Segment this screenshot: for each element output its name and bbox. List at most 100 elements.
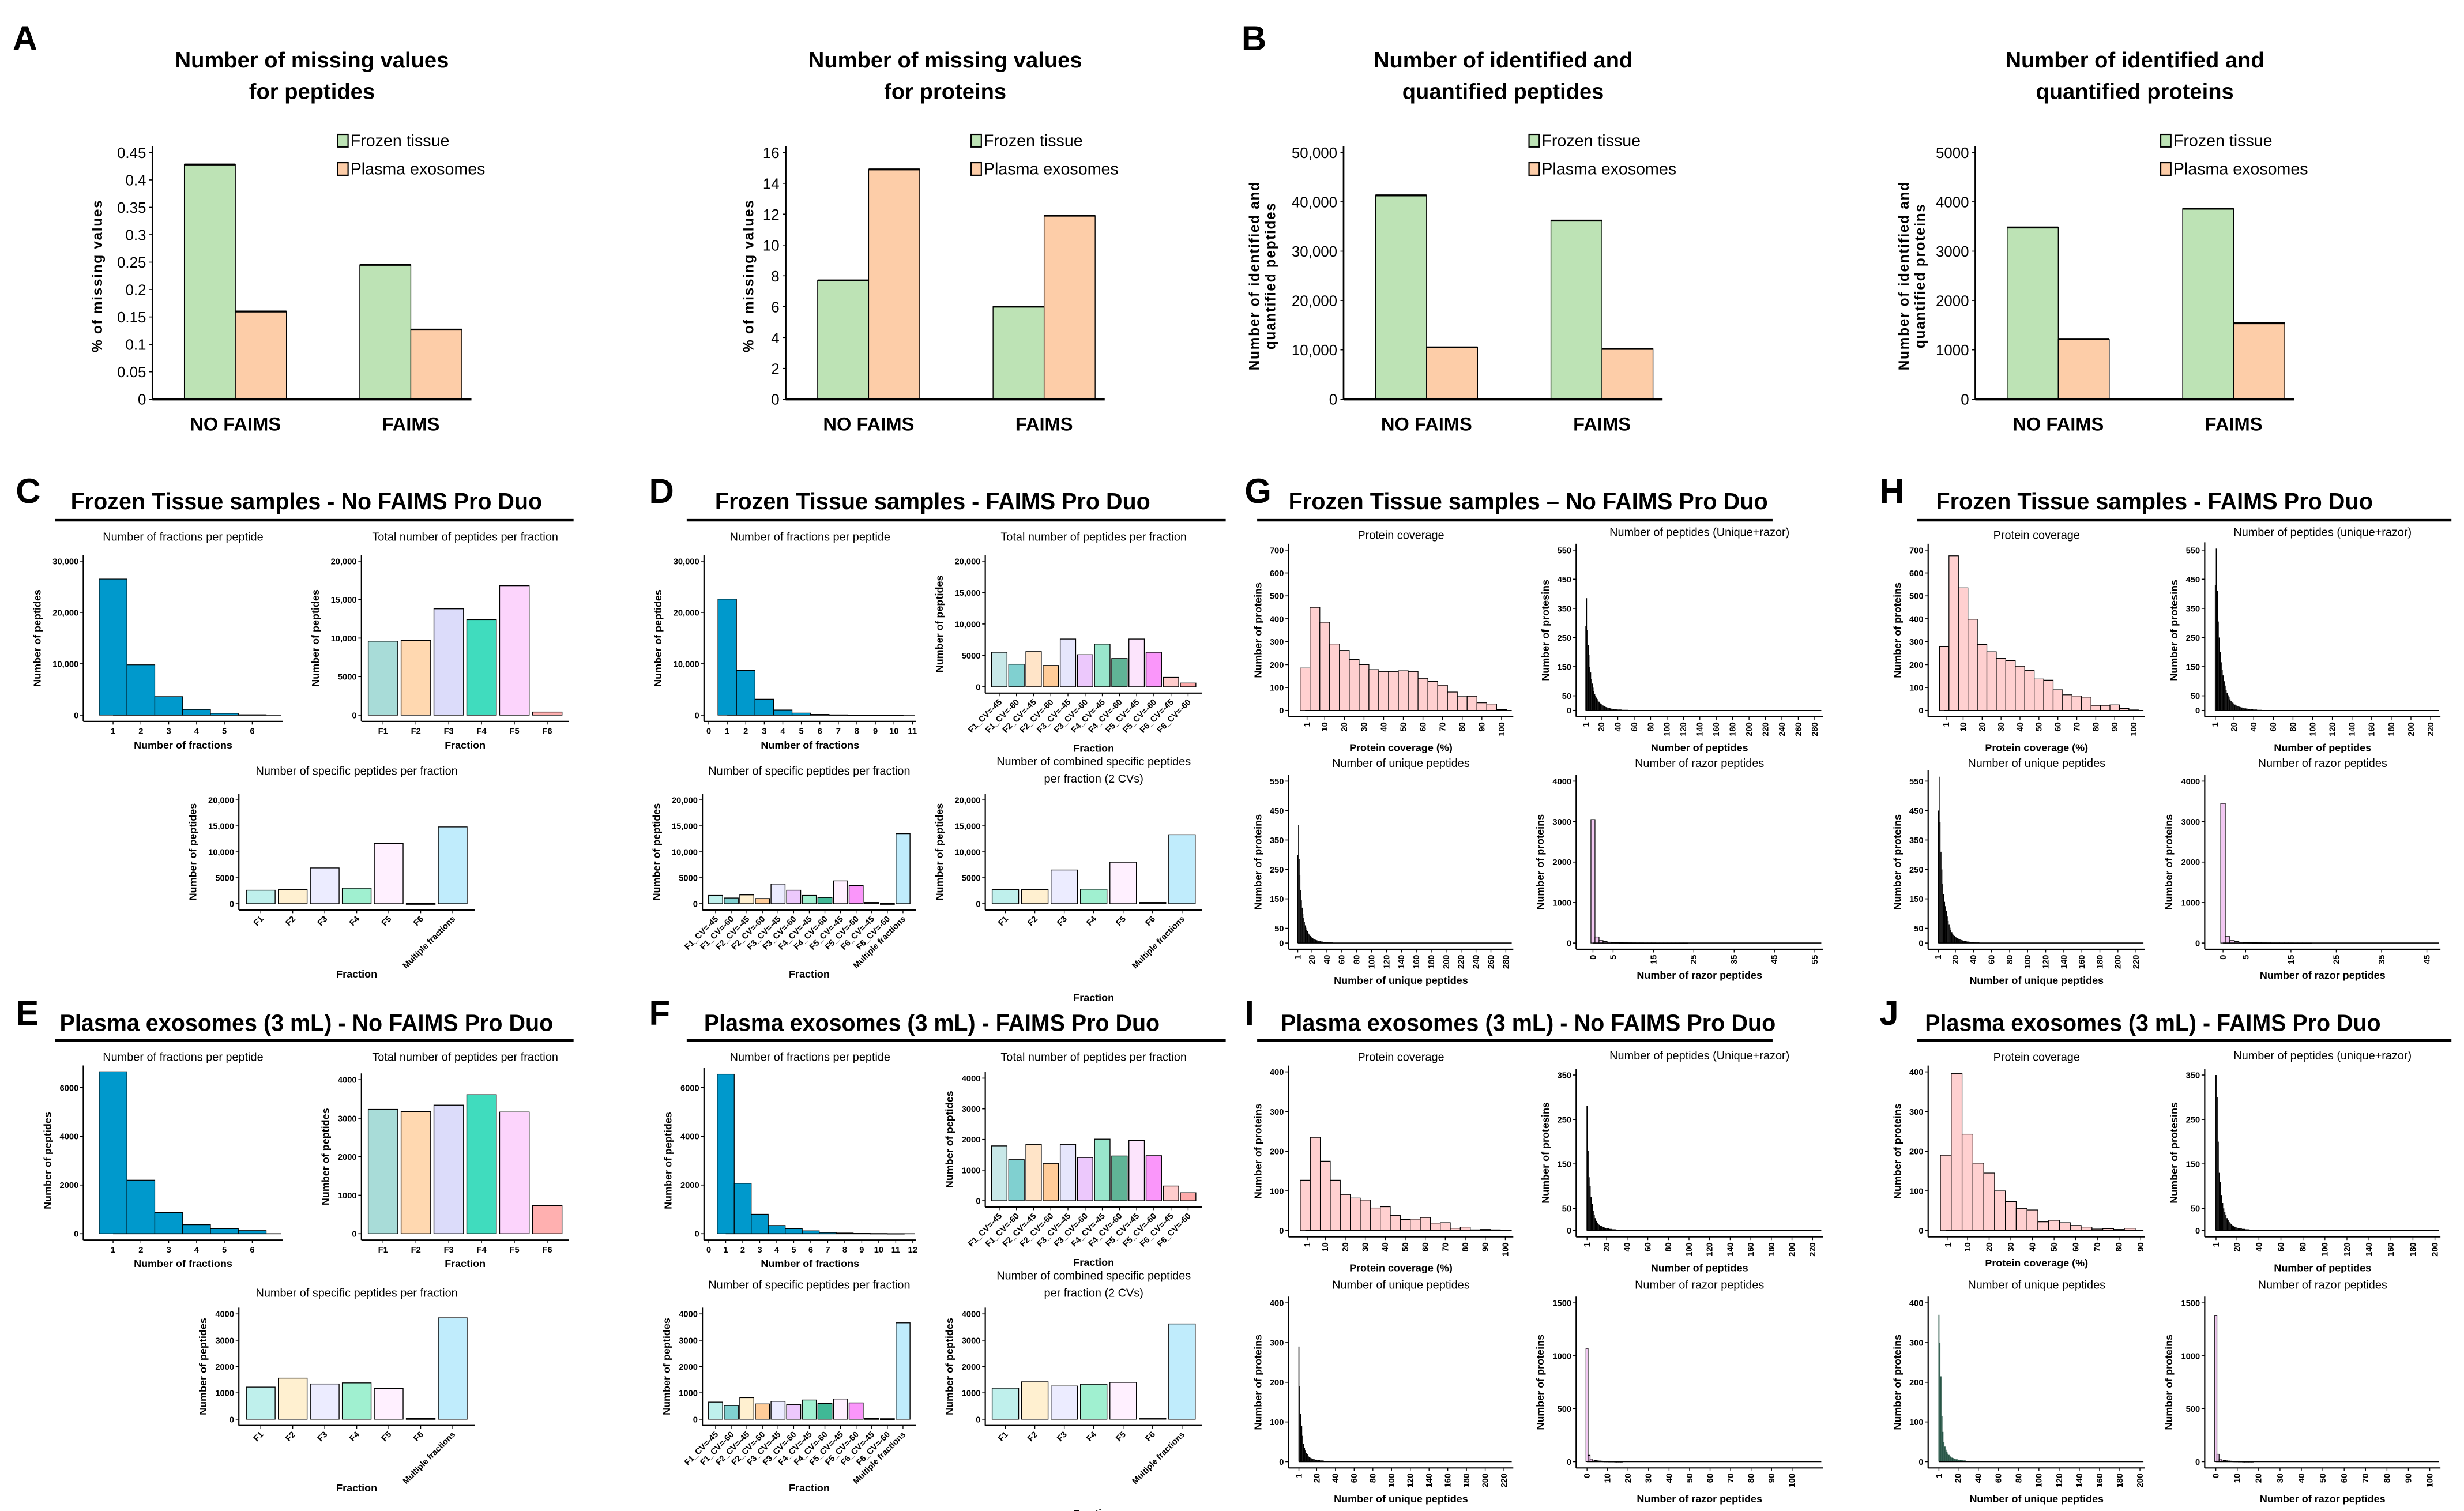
y-tick-label: 0	[74, 1230, 78, 1239]
histogram-bin	[1601, 1226, 1602, 1231]
y-tick-label: 3000	[962, 1105, 981, 1114]
y-axis-label: Number of proteins	[1891, 582, 1903, 678]
histogram-bin	[1600, 703, 1601, 711]
y-axis-label: Number of proteins	[1252, 1335, 1263, 1430]
x-axis-label: Fraction	[1073, 992, 1114, 1003]
histogram-bin	[1324, 942, 1325, 944]
x-tick-label: 1	[1303, 722, 1312, 727]
histogram-bin	[2225, 690, 2227, 711]
x-tick-label: 40	[1665, 1474, 1674, 1483]
histogram-bin	[2237, 706, 2239, 711]
histogram-bin	[1300, 667, 1311, 711]
legend-label: Frozen tissue	[984, 131, 1083, 150]
x-tick-label: 45	[1770, 955, 1780, 964]
histogram-bin	[1600, 1226, 1601, 1231]
x-tick-label: 4	[780, 727, 785, 736]
y-tick-label: 5000	[962, 652, 981, 661]
y-tick-label: 10,000	[954, 620, 980, 629]
histogram-bin	[1963, 941, 1965, 944]
bar	[278, 1377, 308, 1420]
chart-title: Number of unique peptides	[1968, 1279, 2105, 1292]
x-tick-label: 9	[859, 1246, 864, 1255]
histogram-bin	[1941, 869, 1943, 944]
bar	[374, 843, 404, 904]
y-axis-label: Number of peptides	[943, 1091, 955, 1188]
y-axis-label: Number of protesins	[1540, 1102, 1551, 1204]
bar	[278, 889, 308, 904]
histogram-bin	[2026, 1209, 2038, 1231]
y-tick-label: 200	[1909, 1378, 1924, 1388]
x-tick-label: F5	[509, 1246, 519, 1255]
x-tick-label: 20	[1624, 1474, 1633, 1483]
histogram-bin	[2251, 709, 2252, 711]
histogram-bin	[1970, 942, 1972, 944]
bar	[341, 1382, 372, 1420]
histogram-bin	[1588, 1177, 1590, 1231]
histogram-bin	[1302, 1435, 1303, 1462]
histogram-bin	[1949, 1456, 1951, 1462]
x-tick-label: F6	[542, 727, 552, 736]
histogram-bin	[1950, 1457, 1952, 1462]
histogram-bin	[1303, 1444, 1304, 1462]
x-axis-label: Fraction	[445, 739, 486, 751]
histogram-bin	[182, 1224, 211, 1234]
histogram-bin	[1608, 708, 1609, 711]
histogram-bin	[785, 1228, 803, 1234]
x-axis-label: Number of fractions	[134, 1258, 232, 1269]
bar	[991, 1145, 1008, 1201]
y-tick-label: 20,000	[208, 796, 234, 806]
chart-h-23: Number of peptides (unique+razor) 0 50 150 2…	[2168, 526, 2441, 754]
x-axis-label: Fraction	[1073, 1508, 1114, 1511]
y-tick-label: 0.2	[125, 283, 146, 299]
x-tick-label: 180	[1427, 955, 1436, 969]
y-axis-label: Number of proteins	[1891, 814, 1903, 910]
bar	[1145, 652, 1162, 687]
histogram-bin	[1303, 918, 1304, 944]
panel-e: E Plasma exosomes (3 mL) - No FAIMS Pro D…	[16, 994, 574, 1042]
histogram-bin	[1941, 1416, 1943, 1462]
x-tick-label: 90	[2111, 722, 2120, 731]
y-tick-label: 4000	[962, 1310, 981, 1320]
y-tick-label: 450	[1270, 807, 1284, 816]
x-tick-label: 80	[1353, 955, 1362, 964]
x-tick-label: 60	[2277, 1242, 2286, 1251]
y-tick-label: 0.3	[125, 228, 146, 244]
legend-swatch	[970, 133, 982, 148]
x-tick-label: 120	[2041, 955, 2051, 969]
histogram-bin	[1427, 681, 1438, 711]
histogram-bin	[1589, 1186, 1591, 1231]
x-tick-label: 0	[2219, 955, 2228, 960]
histogram-bin	[1594, 936, 1600, 944]
x-tick-label: 100	[2321, 1242, 2330, 1257]
histogram-bin	[2043, 679, 2054, 711]
histogram-bin	[1587, 630, 1588, 711]
bar	[1163, 1185, 1179, 1201]
histogram-bin	[1340, 1194, 1351, 1231]
histogram-bin	[2215, 1075, 2217, 1231]
y-tick-label: 350	[1558, 604, 1572, 614]
x-tick-label: 20	[1597, 722, 1607, 731]
y-tick-label: 550	[2186, 546, 2200, 555]
histogram-bin	[1986, 651, 1997, 711]
x-tick-label: 10	[1604, 1474, 1613, 1483]
x-axis-label: Number of fractions	[761, 739, 859, 751]
chart-j-31: Number of peptides (unique+razor) 0 50 150 2…	[2168, 1050, 2441, 1274]
histogram-bin	[751, 1213, 769, 1234]
x-tick-label: 11	[891, 1246, 901, 1255]
y-tick-label: 2000	[60, 1181, 79, 1190]
bar	[367, 641, 398, 716]
y-tick-label: 2000	[338, 1153, 357, 1162]
bar	[466, 1094, 497, 1234]
x-tick-label: 2	[138, 1246, 143, 1255]
x-tick-label: 40	[2249, 722, 2259, 731]
y-tick-label: 600	[1270, 569, 1284, 578]
x-tick-label: 40	[2255, 1242, 2264, 1251]
x-tick-label: 140	[1397, 955, 1406, 969]
y-axis-label: Number of peptides	[42, 1112, 53, 1209]
histogram-bin	[2234, 1226, 2236, 1231]
histogram-bin	[2235, 1227, 2237, 1231]
histogram-bin	[1953, 1458, 1955, 1462]
x-tick-label: 20	[1985, 1242, 1994, 1251]
histogram-bin	[2037, 1221, 2049, 1231]
